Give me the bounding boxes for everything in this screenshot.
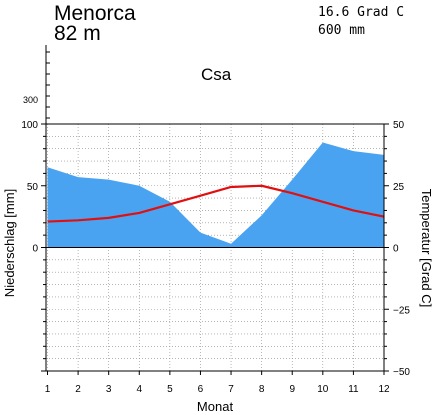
- left-axis-title: Niederschlag [mm]: [2, 189, 17, 297]
- temperature-line: [47, 184, 385, 223]
- upper-axis-ticks: [46, 51, 50, 119]
- x-tick-label: 10: [317, 384, 329, 395]
- x-tick-label: 7: [228, 384, 234, 395]
- x-tick-label: 6: [198, 384, 204, 395]
- station-name: Menorca: [54, 2, 136, 25]
- x-tick-label: 9: [289, 384, 295, 395]
- left-tick-label: 100: [21, 120, 38, 131]
- station-elevation: 82 m: [54, 22, 101, 45]
- x-tick-label: 4: [136, 384, 142, 395]
- right-tick-label: −50: [393, 367, 410, 378]
- right-tick-label: 0: [393, 244, 399, 255]
- temperature-line-group: [47, 184, 385, 223]
- x-tick-label: 3: [106, 384, 112, 395]
- right-axis-title: Temperatur [Grad C]: [419, 189, 434, 308]
- x-tick-label: 8: [259, 384, 265, 395]
- x-tick-label: 11: [348, 384, 359, 395]
- x-tick-label: 1: [45, 384, 51, 395]
- upper-axis-tick-label: 300: [23, 95, 38, 105]
- annual-precipitation: 600 mm: [318, 23, 365, 38]
- precipitation-area-fill: [47, 142, 384, 248]
- x-tick-label: 2: [75, 384, 81, 395]
- right-tick-label: 50: [393, 120, 405, 131]
- x-tick-label: 12: [378, 384, 390, 395]
- left-tick-label: 0: [32, 244, 38, 255]
- annual-temperature: 16.6 Grad C: [318, 5, 404, 20]
- right-tick-label: 25: [393, 182, 405, 193]
- right-tick-label: −25: [393, 305, 410, 316]
- left-tick-label: 50: [27, 182, 39, 193]
- plot-frame: [41, 123, 389, 375]
- x-axis-title: Monat: [197, 399, 234, 414]
- climate-classification: Csa: [201, 65, 232, 84]
- x-tick-label: 5: [167, 384, 173, 395]
- precipitation-area: [47, 142, 384, 248]
